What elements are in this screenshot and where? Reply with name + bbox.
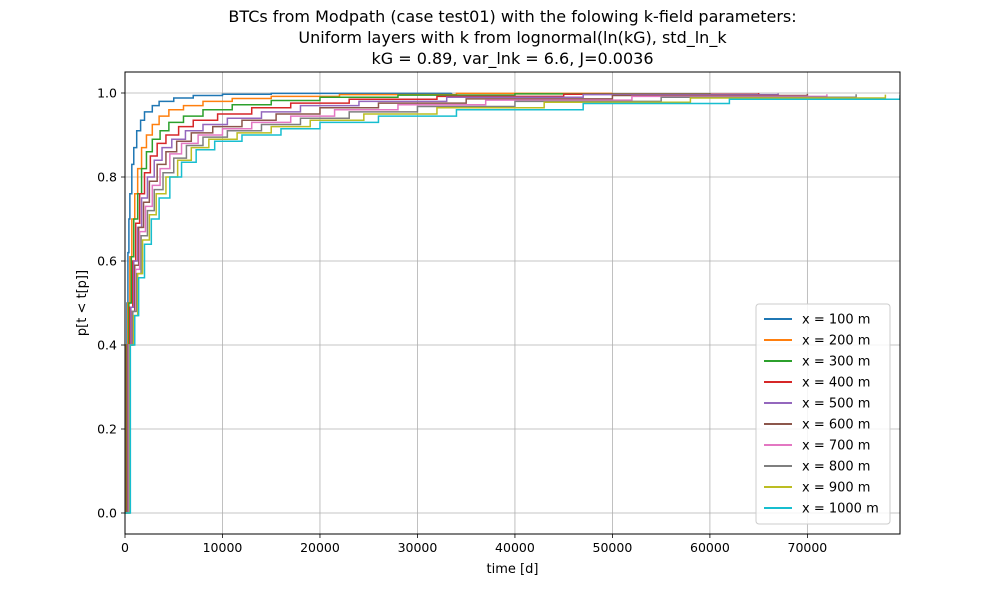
chart-title-line-3: kG = 0.89, var_lnk = 6.6, J=0.0036 [371,49,653,69]
x-tick-label: 10000 [203,540,243,555]
series-line-8 [125,94,857,514]
y-axis-label: p[t < t[p]] [75,270,90,336]
x-tick-label: 50000 [593,540,633,555]
series-line-9 [125,94,887,514]
y-tick-label: 0.2 [97,422,117,437]
legend-label-5: x = 500 m [802,397,870,412]
plot-frame [124,71,901,535]
series-line-1 [125,92,453,514]
legend-label-3: x = 300 m [802,355,870,370]
legend-label-1: x = 100 m [802,313,870,328]
y-tick-label: 1.0 [97,86,117,101]
y-tick-label: 0.0 [97,506,117,521]
legend-label-7: x = 700 m [802,439,870,454]
x-tick-label: 40000 [495,540,535,555]
series-lines [125,92,900,514]
y-axis-ticks: 0.0 0.2 0.4 0.6 0.8 1.0 [97,86,125,521]
legend-label-4: x = 400 m [802,376,870,391]
x-tick-label: 70000 [788,540,828,555]
series-line-5 [125,93,779,514]
x-tick-label: 20000 [300,540,340,555]
chart-title-line-2: Uniform layers with k from lognormal(ln(… [298,28,727,48]
series-line-10 [125,95,900,514]
x-tick-label: 60000 [690,540,730,555]
chart-title-line-1: BTCs from Modpath (case test01) with the… [228,7,796,26]
y-tick-label: 0.8 [97,170,117,185]
x-axis-ticks: 0 10000 20000 30000 40000 50000 60000 70000 [121,534,827,555]
series-line-7 [125,94,828,514]
series-line-4 [125,93,760,514]
legend: x = 100 m x = 200 m x = 300 m x = 400 m x = … [755,303,891,525]
series-line-2 [125,92,614,514]
legend-label-2: x = 200 m [802,334,870,349]
x-tick-label: 0 [121,540,129,555]
legend-label-8: x = 800 m [802,460,870,475]
chart-title: BTCs from Modpath (case test01) with the… [228,7,796,69]
grid-lines [124,72,900,534]
y-tick-label: 0.6 [97,254,117,269]
legend-label-6: x = 600 m [802,418,870,433]
series-line-6 [125,93,809,514]
x-tick-label: 30000 [398,540,438,555]
legend-box [755,303,891,525]
legend-label-10: x = 1000 m [802,502,879,517]
legend-label-9: x = 900 m [802,481,870,496]
y-tick-label: 0.4 [97,338,117,353]
x-axis-label: time [d] [487,562,539,577]
series-line-3 [125,93,711,514]
